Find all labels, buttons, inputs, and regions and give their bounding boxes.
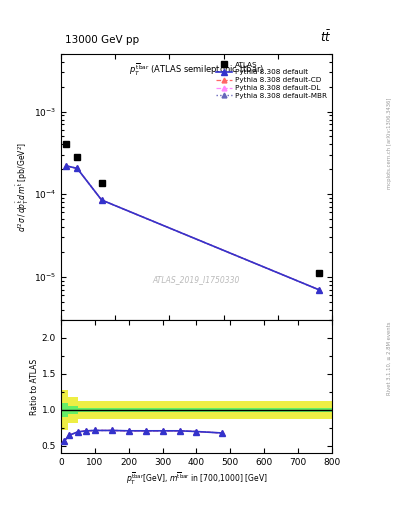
Text: $p_T^{\,\mathrm{\overline{t}bar}}$ (ATLAS semileptonic ttbar): $p_T^{\,\mathrm{\overline{t}bar}}$ (ATLA… <box>129 62 264 78</box>
Y-axis label: Ratio to ATLAS: Ratio to ATLAS <box>30 358 39 415</box>
Line: Pythia 8.308 default-MBR: Pythia 8.308 default-MBR <box>64 163 321 292</box>
Pythia 8.308 default <box>99 197 104 203</box>
Pythia 8.308 default <box>316 287 321 293</box>
Pythia 8.308 default-DL <box>316 287 321 293</box>
Text: mcplots.cern.ch [arXiv:1306.3436]: mcplots.cern.ch [arXiv:1306.3436] <box>387 98 392 189</box>
Pythia 8.308 default-CD <box>64 163 69 169</box>
Pythia 8.308 default-DL <box>64 163 69 169</box>
ATLAS <box>316 270 321 276</box>
Legend: ATLAS, Pythia 8.308 default, Pythia 8.308 default-CD, Pythia 8.308 default-DL, P: ATLAS, Pythia 8.308 default, Pythia 8.30… <box>215 60 329 100</box>
Pythia 8.308 default-MBR <box>316 287 321 293</box>
X-axis label: $p_T^{\mathrm{\overline{t}bar{}}}$[GeV], $m^{\mathrm{\overline{t}bar{}}}$ in [70: $p_T^{\mathrm{\overline{t}bar{}}}$[GeV],… <box>126 471 267 487</box>
Pythia 8.308 default-DL <box>99 197 104 203</box>
Line: Pythia 8.308 default-CD: Pythia 8.308 default-CD <box>64 163 321 292</box>
Line: ATLAS: ATLAS <box>63 141 322 277</box>
Pythia 8.308 default-CD <box>316 287 321 293</box>
Pythia 8.308 default-DL <box>75 165 79 172</box>
Line: Pythia 8.308 default-DL: Pythia 8.308 default-DL <box>64 163 321 292</box>
Line: Pythia 8.308 default: Pythia 8.308 default <box>64 163 321 292</box>
Text: $t\bar{t}$: $t\bar{t}$ <box>320 30 331 45</box>
Pythia 8.308 default-CD <box>99 197 104 203</box>
Pythia 8.308 default-CD <box>75 165 79 172</box>
Text: ATLAS_2019_I1750330: ATLAS_2019_I1750330 <box>153 275 240 285</box>
ATLAS <box>99 180 104 186</box>
Pythia 8.308 default <box>64 163 69 169</box>
ATLAS <box>64 141 69 147</box>
ATLAS <box>75 154 79 160</box>
Text: 13000 GeV pp: 13000 GeV pp <box>65 35 139 45</box>
Pythia 8.308 default-MBR <box>75 165 79 172</box>
Pythia 8.308 default-MBR <box>99 197 104 203</box>
Y-axis label: $d^2\sigma\,/\,dp_T^{\mathrm{\bar{t}}}d\,m^{\mathrm{\bar{t}}}$ [pb/GeV$^2$]: $d^2\sigma\,/\,dp_T^{\mathrm{\bar{t}}}d\… <box>15 142 31 232</box>
Pythia 8.308 default-MBR <box>64 163 69 169</box>
Text: Rivet 3.1.10, ≥ 2.8M events: Rivet 3.1.10, ≥ 2.8M events <box>387 322 392 395</box>
Pythia 8.308 default <box>75 165 79 172</box>
